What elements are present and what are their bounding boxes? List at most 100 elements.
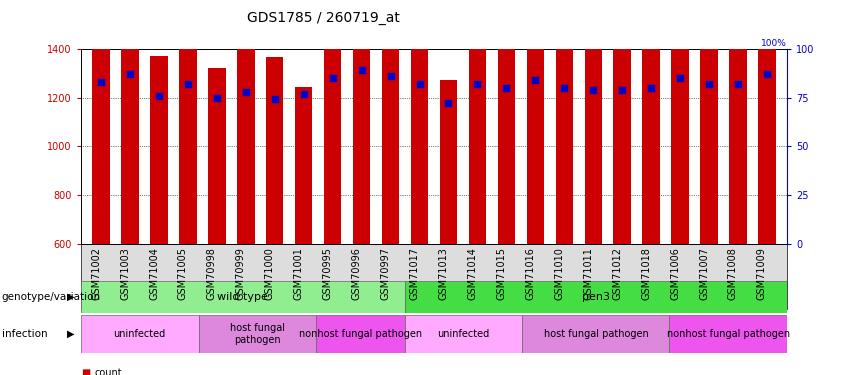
Bar (324, 0, 341, 244)
Bar (643, 185, 660, 375)
Text: host fungal
pathogen: host fungal pathogen (230, 323, 285, 345)
Bar (700, 146, 717, 375)
Bar (469, 152, 486, 375)
Bar (81, 281, 404, 313)
Text: GSM70995: GSM70995 (323, 248, 333, 300)
Point (644, 85, 658, 91)
Text: GDS1785 / 260719_at: GDS1785 / 260719_at (247, 11, 400, 25)
Bar (614, 178, 631, 375)
Point (442, 100, 455, 106)
Point (297, 91, 311, 97)
Text: GSM71008: GSM71008 (728, 248, 738, 300)
Bar (93, 20, 110, 244)
Text: GSM71014: GSM71014 (467, 248, 477, 300)
Bar (208, 68, 226, 244)
Text: GSM71007: GSM71007 (699, 248, 709, 300)
Bar (498, 164, 515, 375)
Text: uninfected: uninfected (437, 329, 489, 339)
Point (413, 81, 426, 87)
Text: GSM70999: GSM70999 (236, 248, 246, 300)
Text: infection: infection (2, 329, 48, 339)
Bar (556, 42, 573, 244)
Text: GSM71000: GSM71000 (265, 248, 275, 300)
Bar (729, 3, 746, 244)
Bar (237, 176, 254, 375)
Text: 100%: 100% (762, 39, 787, 48)
Point (528, 77, 542, 83)
Text: GSM71002: GSM71002 (91, 248, 101, 300)
Text: GSM71010: GSM71010 (554, 248, 564, 300)
Bar (556, 188, 573, 375)
Point (239, 88, 253, 94)
Text: GSM71005: GSM71005 (178, 248, 188, 300)
Bar (353, 0, 370, 244)
Bar (643, 39, 660, 244)
Bar (180, 164, 197, 375)
Point (268, 96, 282, 102)
Text: GSM71003: GSM71003 (120, 248, 130, 300)
Bar (266, 57, 283, 244)
Bar (440, 226, 457, 375)
Point (181, 81, 195, 87)
Text: count: count (94, 368, 122, 375)
Bar (208, 214, 226, 375)
Bar (585, 171, 602, 375)
Bar (151, 202, 168, 375)
Text: genotype/variation: genotype/variation (2, 292, 100, 302)
Text: ▶: ▶ (67, 329, 74, 339)
Text: GSM70998: GSM70998 (207, 248, 217, 300)
Bar (180, 17, 197, 244)
Bar (237, 29, 254, 244)
Text: host fungal pathogen: host fungal pathogen (544, 329, 648, 339)
Bar (469, 6, 486, 244)
Point (355, 67, 368, 73)
Bar (295, 233, 312, 375)
Bar (411, 17, 428, 244)
Bar (758, 96, 775, 375)
Text: ■: ■ (81, 368, 90, 375)
Bar (527, 0, 544, 244)
Text: GSM70997: GSM70997 (380, 248, 391, 300)
Point (557, 85, 571, 91)
Text: GSM71006: GSM71006 (670, 248, 680, 300)
Point (615, 87, 629, 93)
Text: GSM71017: GSM71017 (409, 248, 420, 300)
Text: GSM71016: GSM71016 (525, 248, 535, 300)
Bar (404, 315, 523, 352)
Bar (266, 204, 283, 375)
Point (384, 73, 397, 79)
Text: GSM71004: GSM71004 (149, 248, 159, 300)
Text: pen3: pen3 (582, 292, 610, 302)
Bar (527, 136, 544, 375)
Bar (700, 0, 717, 244)
Bar (93, 166, 110, 375)
Text: GSM71011: GSM71011 (583, 248, 593, 300)
Bar (440, 81, 457, 244)
Text: wild type: wild type (217, 292, 268, 302)
Bar (353, 142, 370, 375)
Point (673, 75, 687, 81)
Bar (382, 101, 399, 375)
Bar (585, 24, 602, 244)
Text: GSM71012: GSM71012 (612, 248, 622, 300)
Bar (81, 315, 198, 352)
Bar (317, 315, 404, 352)
Point (152, 93, 166, 99)
Bar (151, 56, 168, 244)
Point (500, 85, 513, 91)
Text: GSM71001: GSM71001 (294, 248, 304, 300)
Text: GSM71015: GSM71015 (496, 248, 506, 300)
Text: GSM71013: GSM71013 (438, 248, 448, 300)
Text: uninfected: uninfected (113, 329, 166, 339)
Text: nonhost fungal pathogen: nonhost fungal pathogen (299, 329, 422, 339)
Bar (671, 0, 688, 244)
Point (586, 87, 600, 93)
Text: GSM70996: GSM70996 (351, 248, 362, 300)
Bar (382, 0, 399, 244)
Bar (122, 0, 139, 244)
Bar (671, 117, 688, 375)
Bar (411, 164, 428, 375)
Bar (670, 315, 787, 352)
Point (94, 79, 108, 85)
Bar (198, 315, 317, 352)
